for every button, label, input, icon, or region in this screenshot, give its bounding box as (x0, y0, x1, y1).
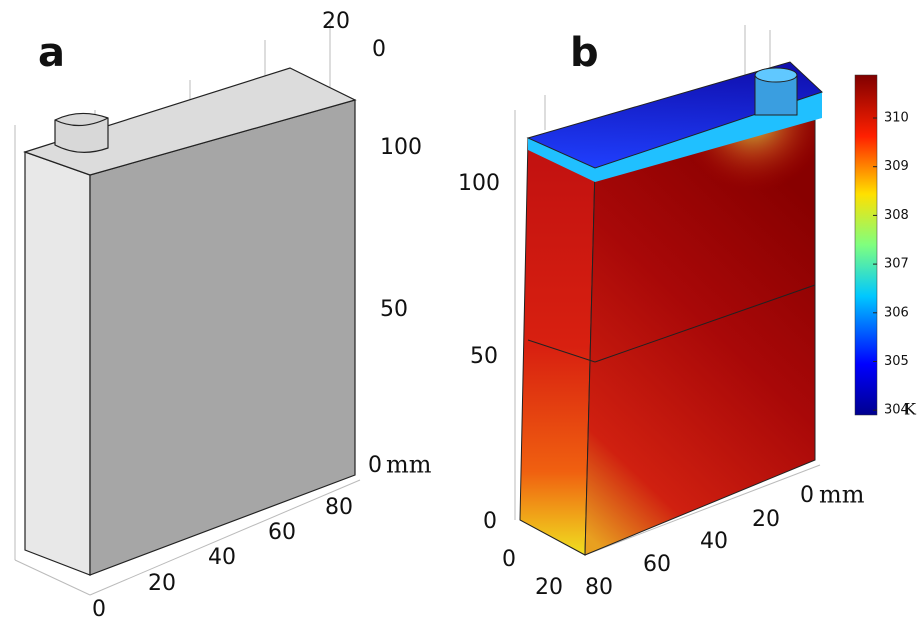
colorbar-tick-label: 307 (884, 257, 909, 272)
colorbar-tick-label: 304 (884, 403, 909, 418)
tick-label: 20 (322, 9, 350, 34)
unit-label: mm (386, 451, 432, 479)
colorbar-unit: K (904, 400, 917, 419)
tick-label: 60 (268, 520, 296, 545)
tick-label: 0 (483, 509, 497, 534)
tick-label: 40 (700, 529, 728, 554)
tick-label: 50 (380, 297, 408, 322)
tick-label: 20 (752, 507, 780, 532)
tick-label: 20 (535, 575, 563, 600)
tick-label: 0 (92, 597, 106, 622)
colorbar-tick-label: 305 (884, 354, 909, 369)
colorbar-tick-label: 306 (884, 305, 909, 320)
colorbar-tick-label: 310 (884, 111, 909, 126)
tick-label: 0 (800, 483, 814, 508)
colorbar (854, 74, 878, 416)
colorbar-ramp (854, 74, 878, 416)
tick-label: 60 (643, 552, 671, 577)
battery-a (23, 67, 357, 576)
battery-b (519, 61, 823, 556)
tick-label: 80 (325, 495, 353, 520)
tick-label: 100 (380, 135, 422, 160)
colorbar-tick-label: 308 (884, 208, 909, 223)
tick-label: 50 (470, 344, 498, 369)
panel-label: b (570, 30, 599, 76)
tick-label: 100 (458, 171, 500, 196)
colorbar-tick-label: 309 (884, 159, 909, 174)
tick-label: 0 (502, 547, 516, 572)
tick-label: 20 (148, 571, 176, 596)
tick-label: 80 (585, 575, 613, 600)
panel-label: a (38, 30, 65, 76)
tick-label: 40 (208, 545, 236, 570)
unit-label: mm (819, 481, 865, 509)
tick-label: 0 (368, 453, 382, 478)
tick-label: 0 (372, 37, 386, 62)
